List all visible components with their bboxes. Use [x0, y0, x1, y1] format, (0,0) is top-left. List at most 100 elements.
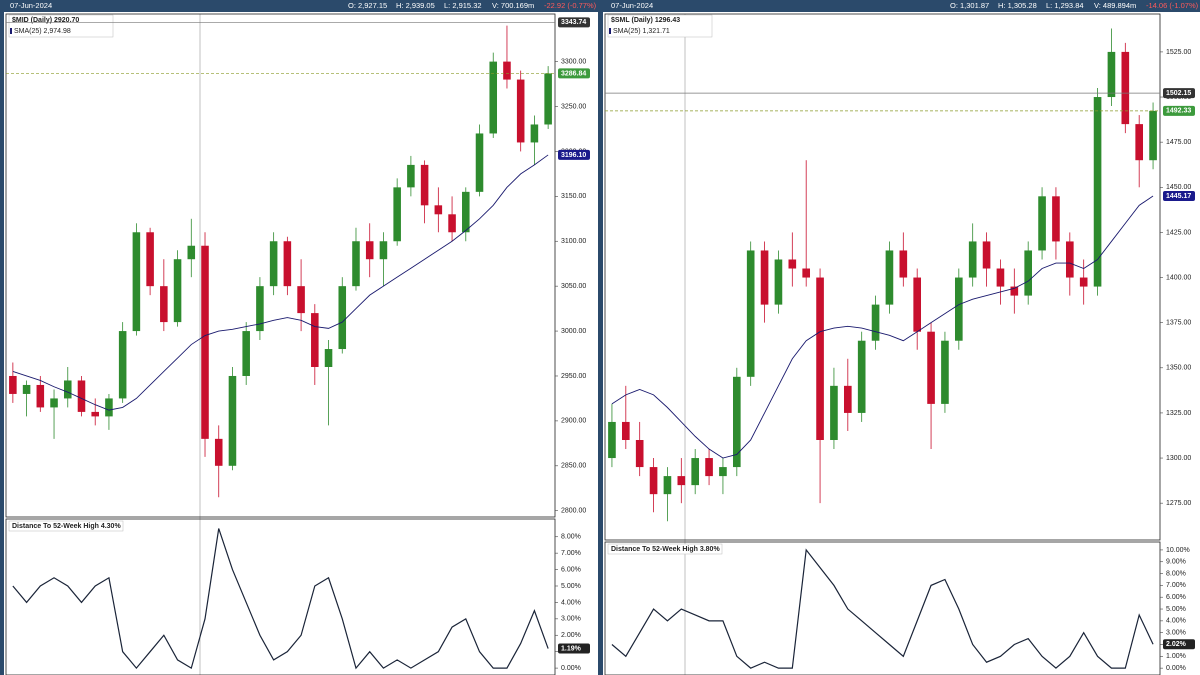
- candle-body: [324, 349, 333, 367]
- legend-box: [8, 520, 124, 532]
- price-tag-label: 1.19%: [561, 645, 582, 652]
- y-tick-label: 0.00%: [561, 665, 581, 672]
- candle-body: [871, 304, 880, 341]
- candle-body: [50, 398, 58, 408]
- candle-body: [719, 467, 727, 477]
- indicator-line: [12, 528, 549, 670]
- candle-body: [516, 79, 525, 143]
- candle-body: [1052, 196, 1060, 242]
- candle-body: [1024, 250, 1033, 296]
- candle-body: [746, 250, 755, 377]
- legend-box: [607, 543, 723, 555]
- candle-body: [1038, 196, 1046, 251]
- candle-body: [663, 476, 672, 495]
- panel-separator: [598, 0, 603, 675]
- y-tick-label: 3100.00: [561, 238, 586, 245]
- header-ohlcv: L: 1,293.84: [1046, 1, 1084, 10]
- y-tick-label: 0.00%: [1166, 665, 1186, 672]
- candle-body: [503, 61, 511, 80]
- y-tick-label: 8.00%: [561, 534, 581, 541]
- candle-body: [1010, 286, 1019, 296]
- candle-body: [1149, 110, 1157, 161]
- y-tick-label: 7.00%: [561, 550, 581, 557]
- candle-body: [982, 241, 991, 269]
- candle-body: [621, 421, 630, 440]
- candle-body: [420, 164, 429, 206]
- candle-body: [365, 241, 374, 260]
- price-tag: [1163, 105, 1195, 116]
- header-ohlcv: V: 700.169m: [492, 1, 534, 10]
- candle-body: [187, 245, 196, 260]
- y-tick-label: 1300.00: [1166, 455, 1191, 462]
- y-tick-label: 1450.00: [1166, 184, 1191, 191]
- plot-frame: [5, 13, 556, 518]
- candle-body: [1135, 124, 1144, 161]
- candle-body: [954, 277, 963, 341]
- price-tag-label: 1502.15: [1166, 90, 1191, 97]
- candle-body: [352, 241, 360, 287]
- candle-body: [635, 439, 644, 468]
- candle-body: [77, 380, 86, 412]
- price-tag: [558, 68, 590, 79]
- candle-body: [927, 331, 935, 404]
- header-ohlcv: L: 2,915.32: [444, 1, 482, 10]
- y-tick-label: 2950.00: [561, 373, 586, 380]
- candle-body: [283, 241, 292, 287]
- y-tick-label: 5.00%: [1166, 606, 1186, 613]
- price-tag: [558, 17, 590, 28]
- y-tick-label: 2900.00: [561, 418, 586, 425]
- candle-body: [760, 250, 769, 305]
- left-edge: [0, 12, 4, 675]
- candle-body: [677, 476, 686, 486]
- header-change: -14.06 (-1.07%): [1146, 1, 1199, 10]
- candle-body: [242, 331, 250, 376]
- y-tick-label: 1425.00: [1166, 229, 1191, 236]
- price-tag-label: 1445.17: [1166, 193, 1191, 200]
- y-tick-label: 1375.00: [1166, 320, 1191, 327]
- candle-body: [9, 375, 17, 394]
- candle-body: [160, 286, 168, 323]
- y-tick-label: 3050.00: [561, 283, 586, 290]
- y-tick-label: 3300.00: [561, 58, 586, 65]
- candle-body: [705, 458, 713, 477]
- candle-body: [802, 268, 811, 278]
- candle-body: [913, 277, 922, 332]
- candle-body: [1121, 51, 1130, 125]
- candle-body: [91, 411, 99, 417]
- header-ohlcv: H: 1,305.28: [998, 1, 1037, 10]
- header-ohlcv: O: 2,927.15: [348, 1, 387, 10]
- header-date: 07-Jun-2024: [611, 1, 653, 10]
- price-tag: [1163, 88, 1195, 99]
- y-tick-label: 5.00%: [561, 583, 581, 590]
- y-tick-label: 1.00%: [1166, 653, 1186, 660]
- candle-body: [788, 259, 797, 269]
- candle-body: [1107, 51, 1116, 98]
- y-tick-label: 3150.00: [561, 193, 586, 200]
- price-tag-label: 1492.33: [1166, 108, 1191, 115]
- candle-body: [63, 380, 72, 399]
- candle-body: [269, 241, 278, 287]
- candle-body: [379, 241, 388, 260]
- candle-body: [105, 398, 113, 417]
- y-tick-label: 4.00%: [1166, 618, 1186, 625]
- candle-body: [941, 340, 949, 404]
- y-tick-label: 3.00%: [1166, 630, 1186, 637]
- plot-frame: [5, 518, 556, 675]
- plot-frame: [604, 13, 1161, 541]
- candle-body: [857, 340, 866, 413]
- candle-body: [1065, 241, 1074, 278]
- candle-body: [462, 191, 470, 233]
- y-tick-label: 1525.00: [1166, 49, 1191, 56]
- y-tick-label: 8.00%: [1166, 570, 1186, 577]
- candle-body: [214, 438, 223, 466]
- y-tick-label: 2.00%: [561, 632, 581, 639]
- candle-body: [311, 313, 319, 367]
- header-ohlcv: V: 489.894m: [1094, 1, 1136, 10]
- y-tick-label: 3.00%: [561, 616, 581, 623]
- legend-box: [607, 14, 713, 38]
- sma-line: [12, 154, 549, 411]
- header-date: 07-Jun-2024: [10, 1, 52, 10]
- candle-body: [1093, 97, 1102, 287]
